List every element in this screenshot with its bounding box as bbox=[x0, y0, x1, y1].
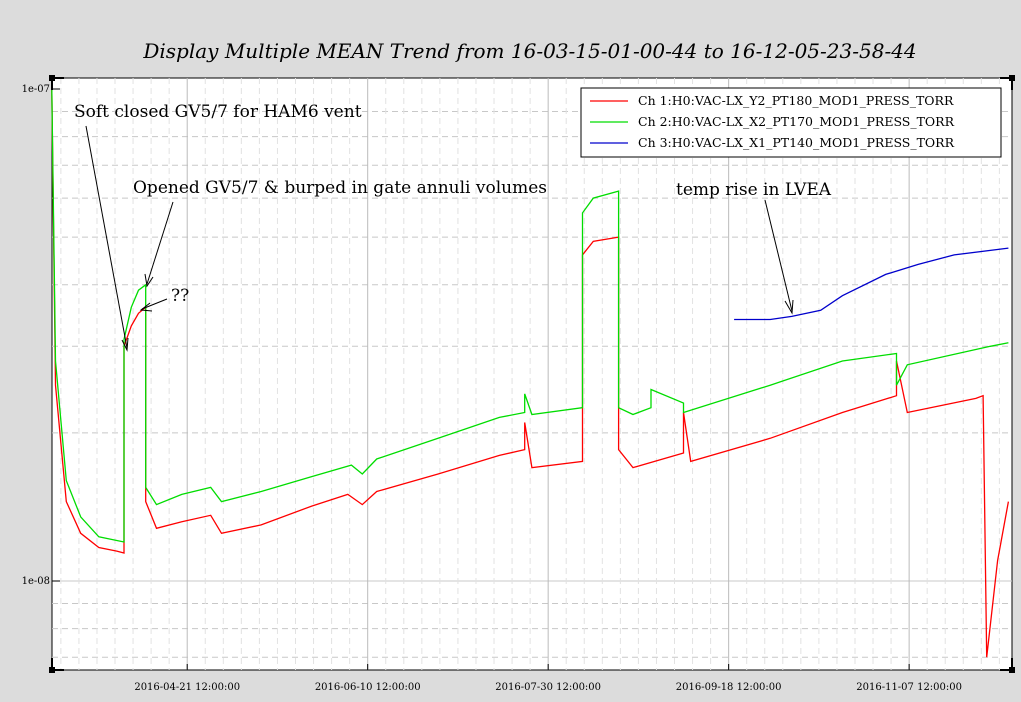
x-tick-label: 2016-11-07 12:00:00 bbox=[856, 682, 962, 693]
corner-bracket bbox=[1000, 77, 1013, 90]
legend-label: Ch 3:H0:VAC-LX_X1_PT140_MOD1_PRESS_TORR bbox=[638, 135, 955, 150]
corner-bracket bbox=[51, 658, 64, 671]
corner-bracket bbox=[1000, 658, 1013, 671]
annotation-temp-rise: temp rise in LVEA bbox=[676, 180, 832, 200]
y-tick-label: 1e-08 bbox=[22, 576, 50, 587]
x-tick-label: 2016-06-10 12:00:00 bbox=[315, 682, 421, 693]
series-line-2 bbox=[51, 88, 1009, 543]
series-layer bbox=[51, 88, 1010, 658]
axis-ticks: 1e-07 1e-08 2016-04-21 12:00:00 2016-06-10 … bbox=[22, 84, 962, 693]
plot-area bbox=[51, 77, 1013, 671]
series-line-3 bbox=[734, 247, 1009, 321]
grid-lines bbox=[52, 78, 1012, 670]
x-tick-label: 2016-09-18 12:00:00 bbox=[676, 682, 782, 693]
annotation-question: ?? bbox=[171, 286, 189, 306]
legend-box bbox=[580, 87, 1002, 158]
series-line-1 bbox=[51, 88, 1010, 658]
annotation-arrow-soft-closed bbox=[85, 125, 128, 349]
corner-bracket bbox=[51, 77, 64, 90]
y-tick-label: 1e-07 bbox=[22, 84, 50, 95]
annotations bbox=[85, 125, 794, 352]
x-tick-label: 2016-04-21 12:00:00 bbox=[134, 682, 240, 693]
annotation-arrowhead bbox=[139, 302, 153, 312]
annotation-arrowhead bbox=[784, 299, 794, 315]
chart-title: Display Multiple MEAN Trend from 16-03-1… bbox=[142, 39, 916, 63]
x-tick-label: 2016-07-30 12:00:00 bbox=[495, 682, 601, 693]
legend-label: Ch 1:H0:VAC-LX_Y2_PT180_MOD1_PRESS_TORR bbox=[638, 93, 954, 108]
annotation-arrowhead bbox=[121, 337, 129, 352]
legend-label: Ch 2:H0:VAC-LX_X2_PT170_MOD1_PRESS_TORR bbox=[638, 114, 955, 129]
annotation-arrow-temp-rise bbox=[764, 199, 793, 312]
annotation-opened-gv: Opened GV5/7 & burped in gate annuli vol… bbox=[133, 178, 547, 198]
plot-corner-markers bbox=[49, 75, 1015, 673]
annotation-arrow-opened bbox=[146, 201, 174, 285]
annotation-arrowhead bbox=[144, 273, 154, 288]
annotation-soft-closed: Soft closed GV5/7 for HAM6 vent bbox=[74, 102, 362, 122]
annotation-arrow-question bbox=[141, 298, 168, 310]
legend: Ch 1:H0:VAC-LX_Y2_PT180_MOD1_PRESS_TORR C… bbox=[580, 87, 1002, 158]
